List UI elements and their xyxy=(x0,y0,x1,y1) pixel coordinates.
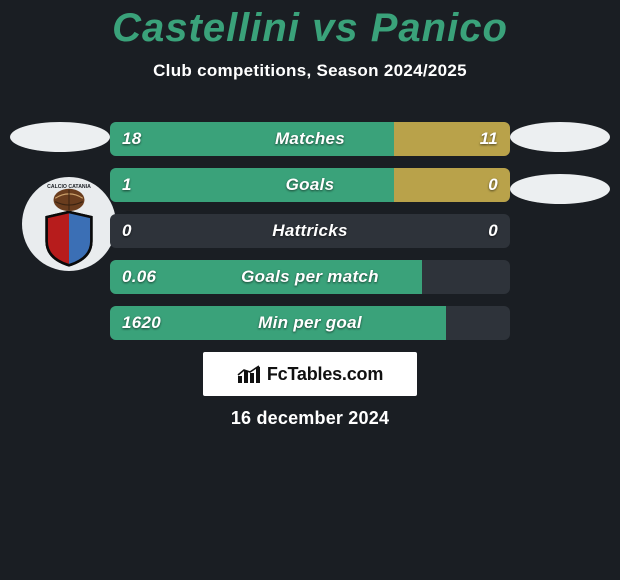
row-val-right: 0 xyxy=(488,168,498,202)
row-goals: 1 Goals 0 xyxy=(110,168,510,202)
row-goals-per-match: 0.06 Goals per match xyxy=(110,260,510,294)
page-title: Castellini vs Panico xyxy=(0,0,620,51)
date: 16 december 2024 xyxy=(0,408,620,429)
row-val-right: 0 xyxy=(488,214,498,248)
title-vs: vs xyxy=(312,6,359,50)
player-right-logo-placeholder-2 xyxy=(510,174,610,204)
row-label: Goals xyxy=(110,168,510,202)
player-right-logo-placeholder-1 xyxy=(510,122,610,152)
row-label: Min per goal xyxy=(110,306,510,340)
subtitle: Club competitions, Season 2024/2025 xyxy=(0,61,620,81)
title-player-left: Castellini xyxy=(112,6,300,50)
club-crest-icon: CALCIO CATANIA xyxy=(26,181,112,267)
stats-rows: 18 Matches 11 1 Goals 0 0 Hattricks 0 0.… xyxy=(110,122,510,352)
club-logo-text: CALCIO CATANIA xyxy=(47,184,91,190)
row-matches: 18 Matches 11 xyxy=(110,122,510,156)
brand-box: FcTables.com xyxy=(203,352,417,396)
club-logo-left: CALCIO CATANIA xyxy=(22,177,116,271)
row-label: Hattricks xyxy=(110,214,510,248)
player-left-logo-placeholder xyxy=(10,122,110,152)
bar-chart-icon xyxy=(237,364,261,384)
row-min-per-goal: 1620 Min per goal xyxy=(110,306,510,340)
row-label: Goals per match xyxy=(110,260,510,294)
row-val-right: 11 xyxy=(480,122,498,156)
brand-text: FcTables.com xyxy=(267,364,383,385)
row-hattricks: 0 Hattricks 0 xyxy=(110,214,510,248)
row-label: Matches xyxy=(110,122,510,156)
title-player-right: Panico xyxy=(371,6,508,50)
